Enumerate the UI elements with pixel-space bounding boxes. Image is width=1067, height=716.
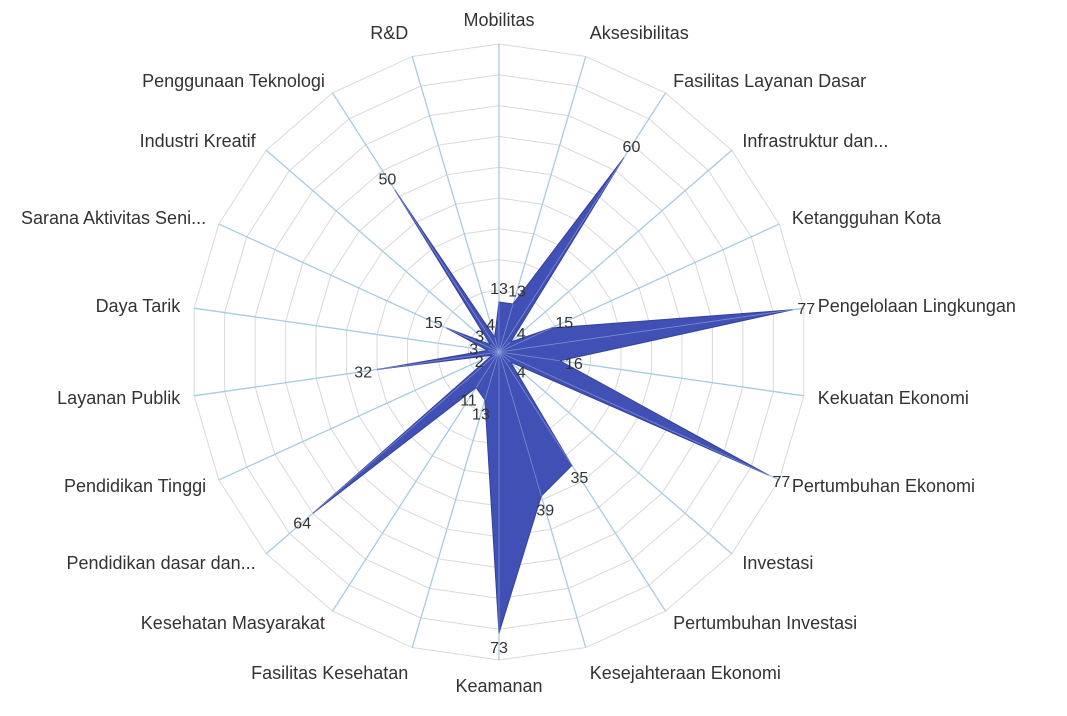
category-label: Kekuatan Ekonomi: [818, 388, 969, 408]
category-label: Keamanan: [455, 676, 542, 696]
data-label: 50: [378, 171, 396, 188]
data-label: 32: [354, 365, 372, 382]
data-label: 4: [517, 364, 526, 381]
series-spoke: [446, 327, 500, 353]
data-label: 13: [508, 284, 526, 301]
series-spoke: [498, 351, 561, 362]
series-area: [312, 157, 793, 634]
category-label: Pertumbuhan Ekonomi: [792, 476, 975, 496]
data-label: 64: [293, 516, 311, 533]
radial-axis: [218, 351, 500, 481]
data-label: 39: [536, 503, 554, 520]
category-label: Mobilitas: [463, 10, 534, 30]
data-label: 15: [555, 315, 573, 332]
series-spoke: [498, 341, 511, 353]
series-spoke: [394, 189, 500, 353]
radial-axis: [194, 307, 500, 353]
category-label: Sarana Aktivitas Seni...: [21, 208, 206, 228]
data-label: 2: [475, 354, 484, 371]
radial-axis: [498, 149, 733, 353]
series-spoke: [498, 351, 511, 363]
category-label: Layanan Publik: [57, 388, 181, 408]
category-label: Kesehatan Masyarakat: [141, 613, 325, 633]
series-spoke: [376, 351, 500, 370]
radial-axis: [331, 351, 500, 612]
category-label: Infrastruktur dan...: [742, 131, 888, 151]
data-label: 4: [517, 326, 526, 343]
data-label: 77: [773, 474, 791, 491]
data-label: 13: [490, 281, 508, 298]
category-label: Fasilitas Kesehatan: [251, 663, 408, 683]
series-spoke: [490, 344, 500, 353]
series-spoke: [498, 309, 793, 353]
category-label: Kesejahteraan Ekonomi: [590, 663, 781, 683]
data-label: 73: [490, 640, 508, 657]
category-label: Aksesibilitas: [590, 23, 689, 43]
series-spoke: [498, 327, 552, 353]
category-label: Ketangguhan Kota: [792, 208, 942, 228]
radial-axis: [265, 149, 500, 353]
category-label: Industri Kreatif: [140, 131, 257, 151]
category-label: R&D: [370, 23, 408, 43]
data-label: 4: [486, 317, 495, 334]
category-labels: Mobilitas Aksesibilitas Fasilitas Layanan …: [21, 10, 1016, 696]
category-label: Penggunaan Teknologi: [142, 71, 325, 91]
series-spoke: [484, 351, 500, 401]
series-spoke: [498, 351, 542, 497]
series-spoke: [498, 157, 625, 353]
category-label: Pendidikan Tinggi: [64, 476, 206, 496]
category-label: Pengelolaan Lingkungan: [818, 296, 1016, 316]
series-spoke: [498, 303, 514, 353]
data-label: 13: [472, 406, 490, 423]
data-label: 3: [469, 341, 478, 358]
series-spoke: [487, 349, 500, 353]
data-label: 15: [425, 315, 443, 332]
radial-axis: [411, 56, 500, 353]
series-spoke: [494, 337, 500, 353]
category-label: Daya Tarik: [96, 296, 182, 316]
category-label: Pertumbuhan Investasi: [673, 613, 857, 633]
series-spoke: [475, 351, 500, 388]
data-label: 60: [623, 139, 641, 156]
data-label: 11: [460, 392, 477, 409]
data-label: 16: [565, 356, 583, 373]
data-label: 77: [797, 301, 815, 318]
data-label: 3: [475, 328, 484, 345]
category-label: Investasi: [742, 553, 813, 573]
series-spoke: [312, 351, 500, 514]
category-label: Fasilitas Layanan Dasar: [673, 71, 866, 91]
series-spoke: [498, 351, 573, 466]
series-spoke: [498, 351, 769, 476]
data-label: 35: [571, 470, 589, 487]
radial-axis: [498, 351, 733, 555]
category-label: Pendidikan dasar dan...: [67, 553, 256, 573]
